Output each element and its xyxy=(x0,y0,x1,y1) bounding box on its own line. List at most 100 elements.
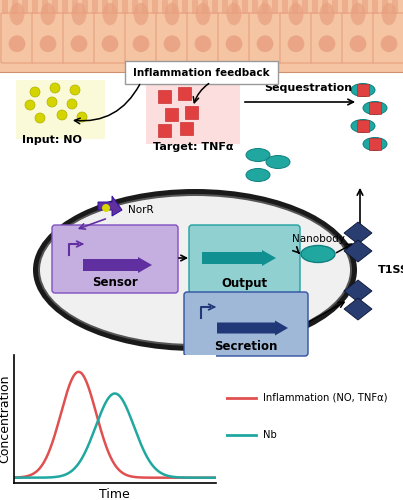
Ellipse shape xyxy=(102,3,118,25)
Text: Inflammation feedback: Inflammation feedback xyxy=(133,68,269,78)
FancyBboxPatch shape xyxy=(372,0,378,14)
Circle shape xyxy=(319,36,335,52)
Ellipse shape xyxy=(40,3,56,25)
FancyBboxPatch shape xyxy=(218,13,250,63)
FancyBboxPatch shape xyxy=(12,0,18,14)
Circle shape xyxy=(8,36,25,52)
Bar xyxy=(158,124,171,137)
Text: Secretion: Secretion xyxy=(214,340,278,353)
Ellipse shape xyxy=(195,3,210,25)
Text: Target: TNFα: Target: TNFα xyxy=(153,142,233,152)
Bar xyxy=(369,138,381,150)
Ellipse shape xyxy=(71,3,87,25)
Ellipse shape xyxy=(382,3,397,25)
Circle shape xyxy=(195,36,212,52)
Bar xyxy=(180,122,193,135)
Circle shape xyxy=(102,204,110,212)
FancyBboxPatch shape xyxy=(272,0,278,14)
FancyBboxPatch shape xyxy=(94,13,126,63)
Ellipse shape xyxy=(258,3,272,25)
FancyBboxPatch shape xyxy=(292,0,298,14)
Bar xyxy=(357,120,369,132)
Text: T1SS: T1SS xyxy=(378,265,403,275)
Bar xyxy=(185,106,198,119)
Circle shape xyxy=(47,97,57,107)
Polygon shape xyxy=(344,222,372,244)
Circle shape xyxy=(70,85,80,95)
FancyArrow shape xyxy=(83,257,152,273)
Ellipse shape xyxy=(246,148,270,162)
Ellipse shape xyxy=(266,156,290,168)
FancyBboxPatch shape xyxy=(189,225,300,293)
Ellipse shape xyxy=(351,120,375,132)
FancyBboxPatch shape xyxy=(222,0,228,14)
Circle shape xyxy=(71,36,87,52)
FancyBboxPatch shape xyxy=(242,0,248,14)
FancyBboxPatch shape xyxy=(1,13,33,63)
FancyBboxPatch shape xyxy=(362,0,368,14)
FancyBboxPatch shape xyxy=(302,0,308,14)
Circle shape xyxy=(57,110,67,120)
Circle shape xyxy=(257,36,273,52)
Circle shape xyxy=(77,112,87,122)
FancyBboxPatch shape xyxy=(332,0,338,14)
Circle shape xyxy=(67,99,77,109)
Ellipse shape xyxy=(133,3,148,25)
FancyBboxPatch shape xyxy=(52,0,58,14)
Polygon shape xyxy=(344,280,372,302)
Ellipse shape xyxy=(363,102,387,114)
FancyBboxPatch shape xyxy=(63,13,95,63)
Ellipse shape xyxy=(363,138,387,150)
FancyBboxPatch shape xyxy=(187,13,219,63)
Circle shape xyxy=(133,36,150,52)
Circle shape xyxy=(349,36,366,52)
Ellipse shape xyxy=(351,3,366,25)
FancyBboxPatch shape xyxy=(280,13,312,63)
FancyBboxPatch shape xyxy=(252,0,258,14)
FancyBboxPatch shape xyxy=(392,0,398,14)
FancyBboxPatch shape xyxy=(172,0,178,14)
FancyArrow shape xyxy=(202,250,276,266)
Bar xyxy=(178,87,191,100)
Ellipse shape xyxy=(301,246,335,262)
Circle shape xyxy=(380,36,397,52)
FancyBboxPatch shape xyxy=(232,0,238,14)
FancyBboxPatch shape xyxy=(152,0,158,14)
Ellipse shape xyxy=(33,189,357,351)
FancyBboxPatch shape xyxy=(184,292,308,356)
FancyBboxPatch shape xyxy=(2,0,8,14)
FancyBboxPatch shape xyxy=(92,0,98,14)
FancyBboxPatch shape xyxy=(312,0,318,14)
Ellipse shape xyxy=(10,3,25,25)
Ellipse shape xyxy=(351,84,375,96)
Text: Output: Output xyxy=(221,276,268,289)
FancyBboxPatch shape xyxy=(182,0,188,14)
FancyBboxPatch shape xyxy=(72,0,78,14)
FancyBboxPatch shape xyxy=(322,0,328,14)
Circle shape xyxy=(30,87,40,97)
Bar xyxy=(0,0,403,72)
Circle shape xyxy=(50,83,60,93)
FancyBboxPatch shape xyxy=(311,13,343,63)
Circle shape xyxy=(39,36,56,52)
FancyBboxPatch shape xyxy=(342,0,348,14)
FancyBboxPatch shape xyxy=(282,0,288,14)
FancyBboxPatch shape xyxy=(202,0,208,14)
Ellipse shape xyxy=(320,3,334,25)
FancyArrow shape xyxy=(217,320,288,336)
Bar xyxy=(165,108,178,121)
FancyBboxPatch shape xyxy=(82,0,88,14)
FancyBboxPatch shape xyxy=(122,0,128,14)
FancyBboxPatch shape xyxy=(146,80,240,144)
X-axis label: Time: Time xyxy=(100,488,130,500)
FancyBboxPatch shape xyxy=(16,80,105,139)
Polygon shape xyxy=(344,240,372,262)
FancyBboxPatch shape xyxy=(162,0,168,14)
FancyBboxPatch shape xyxy=(373,13,403,63)
FancyBboxPatch shape xyxy=(262,0,268,14)
Ellipse shape xyxy=(246,168,270,181)
Text: Sequestration: Sequestration xyxy=(264,83,352,93)
FancyBboxPatch shape xyxy=(212,0,218,14)
FancyBboxPatch shape xyxy=(52,225,178,293)
FancyBboxPatch shape xyxy=(125,13,157,63)
